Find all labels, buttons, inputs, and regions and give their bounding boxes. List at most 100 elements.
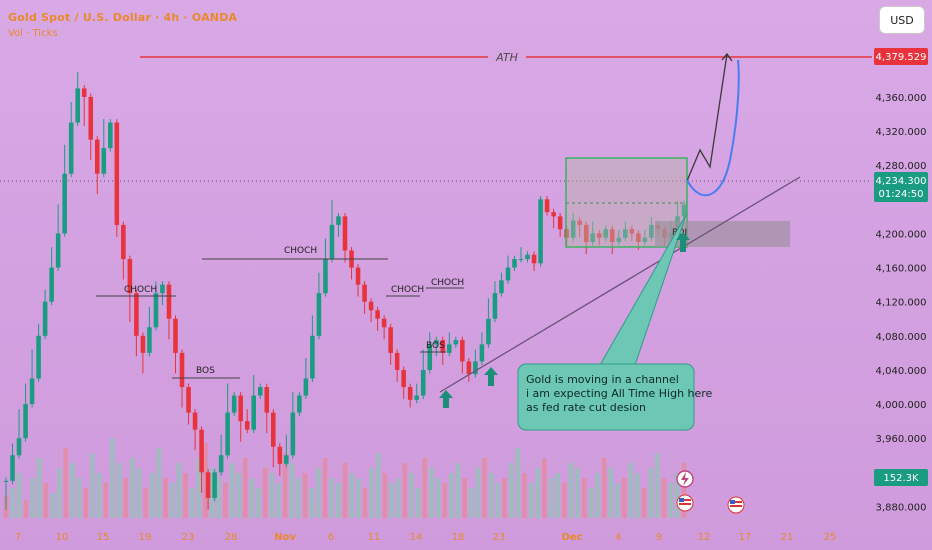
volume-bar <box>249 478 255 518</box>
candle-body <box>551 212 556 217</box>
candle-body <box>544 199 550 213</box>
volume-bar <box>482 458 487 518</box>
volume-bar <box>183 473 188 518</box>
volume-bar <box>422 458 428 518</box>
candle-body <box>153 293 159 328</box>
volume-bar <box>528 483 534 518</box>
price-tick-label: 3,960.000 <box>876 434 927 445</box>
price-axis[interactable]: 4,360.000 4,320.000 4,280.000 4,200.000 4,16… <box>876 93 927 514</box>
volume-bar <box>562 483 567 518</box>
volume-bar <box>601 458 607 518</box>
candle-body <box>16 438 22 456</box>
volume-bar <box>322 458 328 518</box>
volume-bar <box>129 458 135 518</box>
volume-bar <box>203 443 208 518</box>
candle-body <box>68 122 74 174</box>
time-axis[interactable]: 7 10 15 19 23 28 Nov 6 11 14 18 23 Dec 4 9 12 17 21 25 <box>15 532 837 543</box>
candle-body <box>407 387 413 400</box>
candle-body <box>23 404 28 439</box>
candle-body <box>186 387 191 413</box>
price-tick-label: 4,000.000 <box>876 400 927 411</box>
candle-body <box>479 344 485 362</box>
volume-bar <box>429 468 434 518</box>
choch-label-3: CHOCH <box>391 285 424 295</box>
candle-body <box>10 455 15 481</box>
candle-body <box>284 455 289 464</box>
volume-bar <box>395 478 401 518</box>
volume-bar <box>608 468 614 518</box>
candle-body <box>375 310 380 319</box>
candle-body <box>583 224 589 242</box>
indicator-legend[interactable]: Vol · Ticks <box>8 28 58 39</box>
candle-body <box>681 204 687 217</box>
ath-price-text: 4,379.529 <box>876 52 927 63</box>
volume-bar <box>575 468 580 518</box>
candle-body <box>381 318 387 328</box>
candle-body <box>394 352 400 370</box>
volume-bar <box>581 478 587 518</box>
candle-body <box>342 216 348 251</box>
volume-bar <box>143 488 148 518</box>
volume-bar <box>70 463 75 518</box>
time-tick-label: 14 <box>410 532 423 543</box>
projection-arrowhead <box>721 52 733 62</box>
candle-body <box>518 259 524 261</box>
volume-bar <box>355 478 361 518</box>
candle-body <box>473 361 478 375</box>
time-tick-label: 21 <box>781 532 794 543</box>
volume-bar <box>289 463 295 518</box>
candles <box>3 72 687 510</box>
candle-body <box>271 412 276 447</box>
volume-bar <box>242 458 248 518</box>
symbol-title[interactable]: Gold Spot / U.S. Dollar · 4h · OANDA <box>8 11 238 24</box>
current-price-tag <box>874 172 928 202</box>
candle-body <box>238 395 243 422</box>
volume-bar <box>296 478 301 518</box>
trendline[interactable] <box>439 176 801 393</box>
us-flag-icon[interactable] <box>727 496 745 514</box>
callout-line-1: Gold is moving in a channel <box>526 373 679 386</box>
candle-body <box>42 301 48 336</box>
choch-label-4: CHOCH <box>431 278 464 288</box>
time-tick-label: 17 <box>739 532 752 543</box>
time-tick-label: 25 <box>824 532 837 543</box>
volume-bar <box>628 463 634 518</box>
lightning-icon[interactable] <box>676 470 694 488</box>
time-tick-label: 23 <box>493 532 506 543</box>
candle-body <box>251 395 257 430</box>
candle-body <box>538 199 543 264</box>
candle-body <box>329 224 335 260</box>
candle-body <box>3 480 9 482</box>
candle-body <box>649 224 654 238</box>
volume-bar <box>522 473 527 518</box>
candle-body <box>557 216 563 230</box>
time-tick-label: 4 <box>615 532 621 543</box>
volume-bar <box>588 488 594 518</box>
volume-bar <box>96 473 102 518</box>
candle-body <box>49 267 54 302</box>
candle-body <box>570 220 576 238</box>
candle-body <box>323 259 328 294</box>
candle-body <box>108 122 113 149</box>
candle-body <box>310 335 315 379</box>
candle-body <box>499 280 504 294</box>
time-tick-label: 7 <box>15 532 21 543</box>
volume-bar <box>349 473 354 518</box>
volume-bar <box>282 453 288 518</box>
volume-bar <box>402 463 408 518</box>
time-tick-label: 11 <box>368 532 381 543</box>
candle-body <box>290 412 296 456</box>
time-tick-label: 18 <box>452 532 465 543</box>
volume-bar <box>495 483 501 518</box>
currency-button[interactable]: USD <box>879 6 925 34</box>
callout-box[interactable] <box>517 363 695 431</box>
volume-bar <box>435 478 441 518</box>
volume-bar <box>415 488 421 518</box>
volume-bar <box>23 500 29 518</box>
candle-body <box>231 395 237 413</box>
volume-bar <box>555 473 561 518</box>
volume-bar <box>515 448 521 518</box>
us-flag-icon[interactable] <box>676 494 694 512</box>
